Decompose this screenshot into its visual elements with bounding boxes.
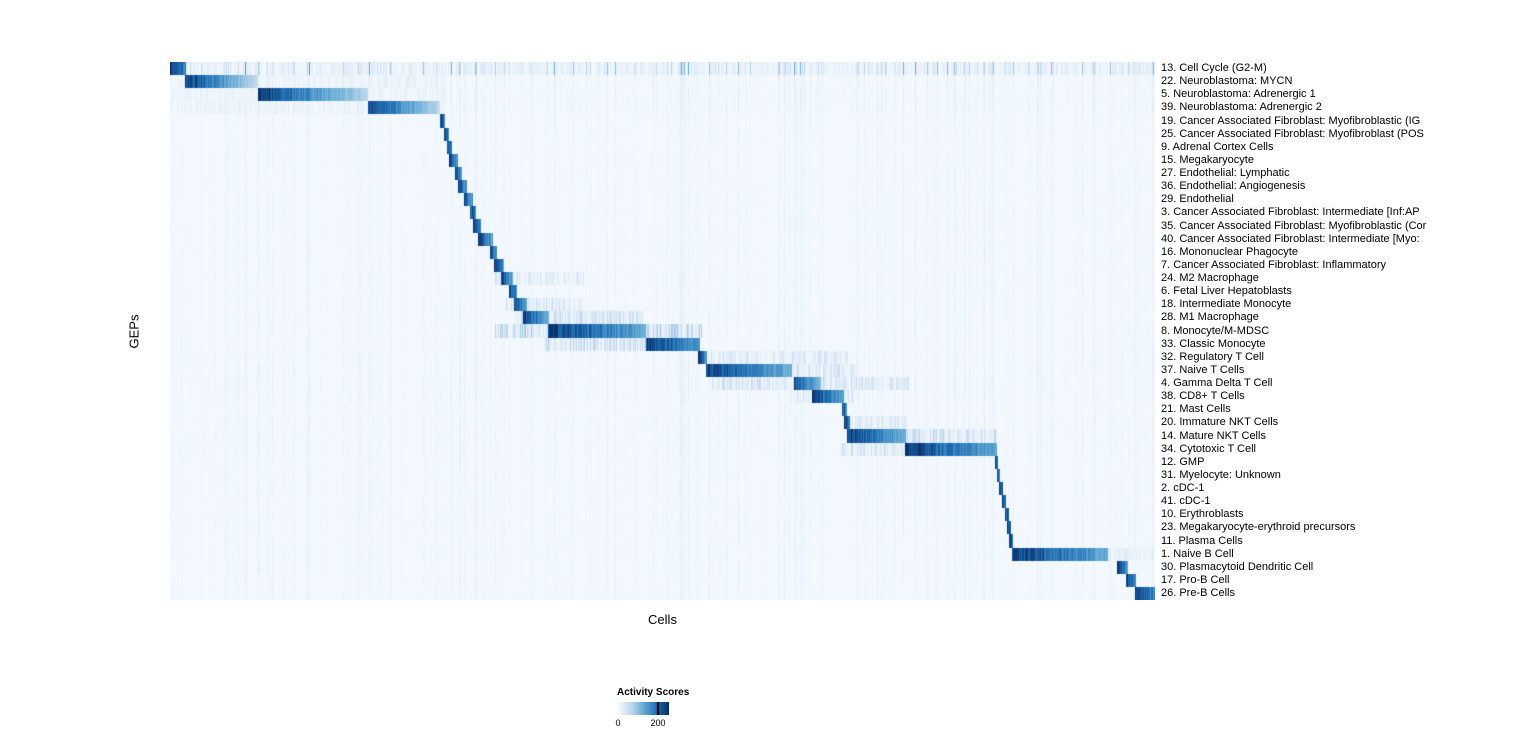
row-label: 12. GMP: [1161, 455, 1205, 468]
legend-tick-min: 0: [615, 718, 621, 728]
row-label: 10. Erythroblasts: [1161, 508, 1244, 521]
row-label: 24. M2 Macrophage: [1161, 272, 1259, 285]
row-label: 28. M1 Macrophage: [1161, 311, 1259, 324]
row-label: 4. Gamma Delta T Cell: [1161, 377, 1273, 390]
row-label: 39. Neuroblastoma: Adrenergic 2: [1161, 101, 1322, 114]
row-label: 15. Megakaryocyte: [1161, 153, 1254, 166]
row-label: 3. Cancer Associated Fibroblast: Interme…: [1161, 206, 1420, 219]
row-label: 20. Immature NKT Cells: [1161, 416, 1279, 429]
row-label: 40. Cancer Associated Fibroblast: Interm…: [1161, 232, 1420, 245]
row-label: 11. Plasma Cells: [1161, 534, 1243, 547]
row-label: 5. Neuroblastoma: Adrenergic 1: [1161, 88, 1316, 101]
row-label: 38. CD8+ T Cells: [1161, 390, 1245, 403]
row-label: 27. Endothelial: Lymphatic: [1161, 167, 1290, 180]
row-label: 16. Mononuclear Phagocyte: [1161, 245, 1298, 258]
row-label: 9. Adrenal Cortex Cells: [1161, 140, 1274, 153]
row-label: 33. Classic Monocyte: [1161, 337, 1266, 350]
colorbar-legend: Activity Scores 0 200: [615, 687, 737, 730]
heatmap-canvas: [170, 62, 1155, 600]
row-label: 14. Mature NKT Cells: [1161, 429, 1266, 442]
legend-title: Activity Scores: [617, 687, 690, 698]
row-label: 41. cDC-1: [1161, 495, 1211, 508]
row-label: 21. Mast Cells: [1161, 403, 1231, 416]
row-label: 7. Cancer Associated Fibroblast: Inflamm…: [1161, 258, 1386, 271]
legend-ticks: 0 200: [615, 718, 737, 730]
row-label: 19. Cancer Associated Fibroblast: Myofib…: [1161, 114, 1421, 127]
row-label: 23. Megakaryocyte-erythroid precursors: [1161, 521, 1356, 534]
row-label: 25. Cancer Associated Fibroblast: Myofib…: [1161, 127, 1424, 140]
row-labels: 13. Cell Cycle (G2-M) 22. Neuroblastoma: …: [1161, 62, 1540, 600]
y-axis-label-container: GEPs: [120, 62, 148, 600]
row-label: 26. Pre-B Cells: [1161, 587, 1235, 600]
row-label: 22. Neuroblastoma: MYCN: [1161, 75, 1293, 88]
row-label: 31. Myelocyte: Unknown: [1161, 468, 1281, 481]
row-label: 6. Fetal Liver Hepatoblasts: [1161, 285, 1292, 298]
row-label: 36. Endothelial: Angiogenesis: [1161, 180, 1306, 193]
row-label: 17. Pro-B Cell: [1161, 573, 1230, 586]
row-label: 32. Regulatory T Cell: [1161, 350, 1264, 363]
row-label: 35. Cancer Associated Fibroblast: Myofib…: [1161, 219, 1427, 232]
row-label: 18. Intermediate Monocyte: [1161, 298, 1292, 311]
row-label: 1. Naive B Cell: [1161, 547, 1234, 560]
legend-tick-max: 200: [650, 718, 666, 728]
x-axis-label: Cells: [648, 612, 677, 627]
row-label: 13. Cell Cycle (G2-M): [1161, 62, 1267, 75]
row-label: 29. Endothelial: [1161, 193, 1234, 206]
row-label: 37. Naive T Cells: [1161, 363, 1245, 376]
legend-gradient-bar: [617, 702, 669, 715]
row-label: 30. Plasmacytoid Dendritic Cell: [1161, 560, 1314, 573]
row-label: 34. Cytotoxic T Cell: [1161, 442, 1256, 455]
row-label: 2. cDC-1: [1161, 482, 1205, 495]
row-label: 8. Monocyte/M-MDSC: [1161, 324, 1270, 337]
y-axis-label: GEPs: [126, 314, 142, 348]
